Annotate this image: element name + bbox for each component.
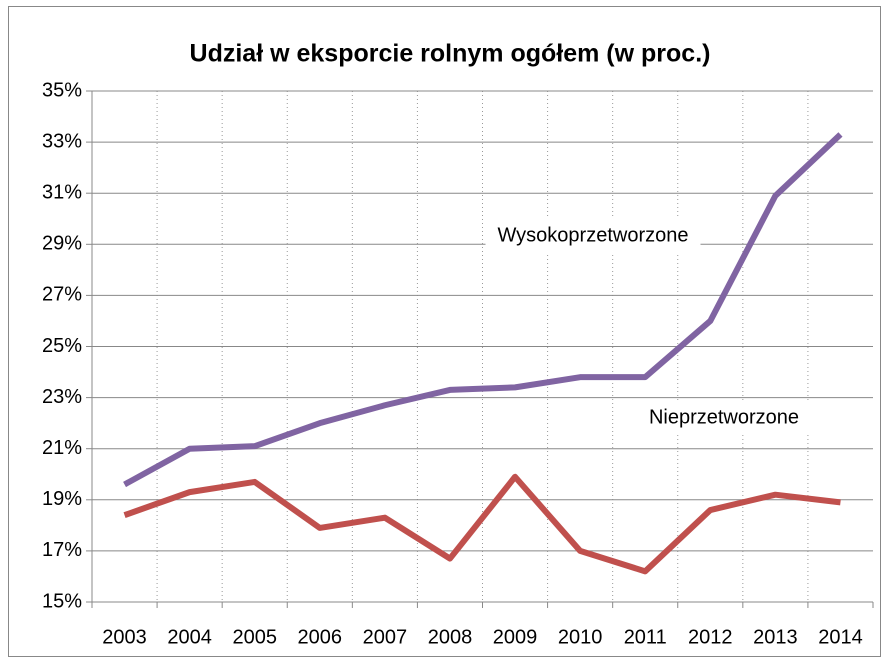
y-tick-label: 19% (42, 488, 82, 510)
x-tick-label: 2007 (363, 626, 408, 648)
series-line (123, 132, 843, 488)
y-tick-label: 29% (42, 233, 82, 255)
x-tick-label: 2008 (428, 626, 473, 648)
y-tick-label: 21% (42, 437, 82, 459)
y-tick-label: 25% (42, 335, 82, 357)
series-label-background (636, 400, 812, 435)
x-tick-label: 2014 (818, 626, 863, 648)
y-tick-label: 23% (42, 386, 82, 408)
x-tick-label: 2005 (232, 626, 277, 648)
x-tick-label: 2013 (753, 626, 798, 648)
chart-title: Udział w eksporcie rolnym ogółem (w proc… (190, 40, 711, 68)
series-label: Nieprzetworzone (649, 406, 799, 428)
y-tick-label: 15% (42, 590, 82, 612)
y-tick-label: 33% (42, 130, 82, 152)
y-tick-label: 27% (42, 284, 82, 306)
series-label: Wysokoprzetworzone (497, 224, 688, 246)
series-label-background (485, 218, 701, 253)
x-tick-label: 2010 (558, 626, 603, 648)
x-tick-label: 2004 (167, 626, 212, 648)
x-tick-label: 2006 (298, 626, 343, 648)
y-tick-label: 17% (42, 539, 82, 561)
x-tick-label: 2003 (102, 626, 147, 648)
x-tick-label: 2011 (624, 626, 667, 648)
chart-frame (8, 6, 881, 657)
y-tick-label: 31% (42, 181, 82, 203)
x-tick-label: 2009 (493, 626, 538, 648)
y-tick-label: 35% (42, 79, 82, 101)
x-tick-label: 2012 (688, 626, 733, 648)
series-line (123, 473, 841, 575)
